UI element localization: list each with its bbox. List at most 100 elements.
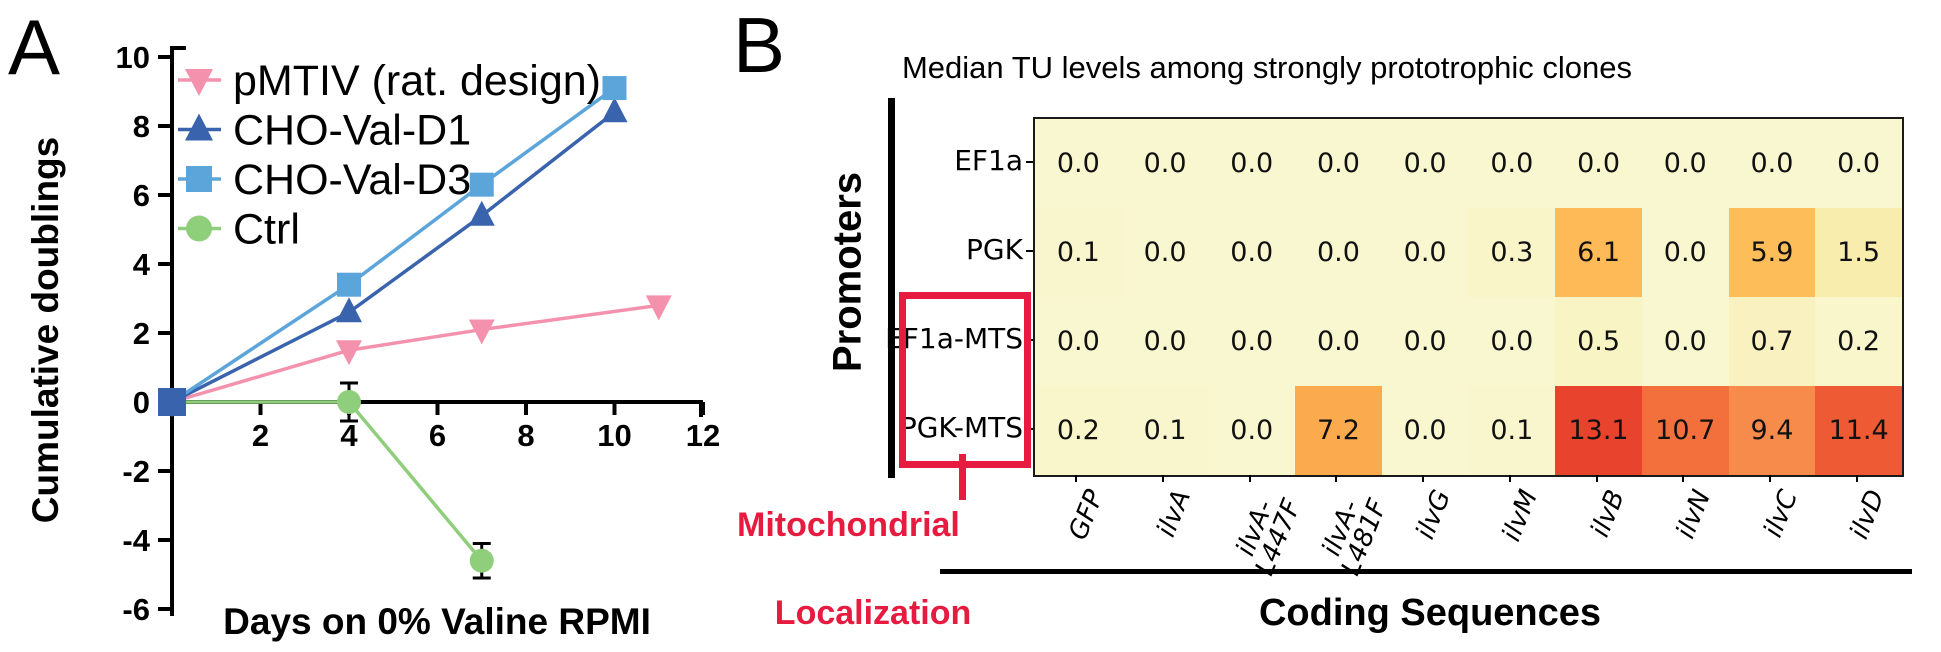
heatmap-cell: 0.0 (1121, 208, 1209, 297)
heatmap-column-tick (1768, 475, 1771, 482)
y-axis-tick-label: -6 (122, 592, 150, 627)
heatmap-cell: 0.0 (1208, 386, 1296, 475)
y-axis-tick-label: -2 (122, 454, 150, 489)
heatmap-cell: 0.5 (1555, 297, 1642, 386)
data-point-marker (337, 390, 361, 414)
heatmap-cell: 0.2 (1035, 386, 1122, 475)
heatmap-row-label: EF1a-MTS (885, 321, 1023, 355)
panel-b-label: B (733, 1, 786, 89)
heatmap-cell: 0.0 (1381, 297, 1469, 386)
data-point-marker (336, 297, 362, 323)
series-line (171, 86, 616, 404)
heatmap-row-tick (1026, 249, 1033, 252)
heatmap-cell: 6.1 (1555, 208, 1642, 297)
heatmap-grid: 0.0 0.0 0.0 0.0 0.0 0.0 0.0 0.0 0.0 0.0 0.1 0.0 0.0 0… (1033, 117, 1904, 477)
y-axis-tick-label: -4 (122, 523, 150, 558)
heatmap-column-label: ilvD (1844, 485, 1891, 544)
x-axis-tick-label: 6 (429, 418, 446, 453)
origin-marker (158, 388, 186, 416)
heatmap-column-tick (1162, 475, 1165, 482)
data-point-marker (468, 200, 495, 226)
y-axis-tick-label: 2 (133, 316, 150, 351)
heatmap-cell: 0.7 (1728, 297, 1816, 386)
legend-label: CHO-Val-D3 (233, 156, 471, 204)
heatmap-cell: 0.0 (1208, 119, 1296, 208)
x-axis-tick-label: 10 (597, 418, 631, 453)
heatmap-cell: 0.0 (1815, 119, 1902, 208)
y-axis-tick-label: 10 (116, 40, 150, 75)
x-axis-tick-label: 4 (340, 418, 358, 453)
x-axis-tick-label: 12 (686, 418, 720, 453)
y-axis-tick-label: 0 (133, 385, 150, 420)
x-axis-tick-label: 2 (252, 418, 269, 453)
heatmap-column-tick (1335, 475, 1338, 482)
heatmap-x-axis-label: Coding Sequences (1258, 592, 1602, 634)
heatmap-cell: 0.0 (1295, 297, 1382, 386)
heatmap-column-tick (1422, 475, 1425, 482)
legend-marker (185, 69, 213, 96)
y-axis-tick-label: 4 (133, 247, 151, 282)
heatmap-cell: 0.1 (1468, 386, 1556, 475)
heatmap-column-label: ilvC (1758, 485, 1804, 542)
heatmap-column-label: ilvA- L447F (1230, 495, 1307, 580)
heatmap-title: Median TU levels among strongly prototro… (901, 50, 1632, 85)
legend-marker (186, 215, 212, 242)
heatmap-cell: 13.1 (1555, 386, 1642, 475)
mitochondrial-annotation-connector (959, 454, 966, 500)
heatmap-column-label: ilvM (1496, 485, 1544, 546)
heatmap-cell: 0.0 (1641, 208, 1729, 297)
data-point-marker (469, 172, 494, 197)
legend-label: Ctrl (233, 206, 300, 254)
heatmap-cell: 0.0 (1468, 119, 1556, 208)
heatmap-cell: 11.4 (1815, 386, 1902, 475)
heatmap-cell: 0.0 (1468, 297, 1556, 386)
heatmap-cell: 10.7 (1641, 386, 1729, 475)
heatmap-cell: 0.3 (1468, 208, 1556, 297)
data-point-marker (469, 548, 494, 573)
x-axis-tick-label: 8 (517, 418, 534, 453)
heatmap-column-label: ilvN (1671, 485, 1718, 543)
heatmap-cell: 0.0 (1035, 119, 1122, 208)
heatmap-cell: 0.0 (1381, 386, 1469, 475)
heatmap-cell: 5.9 (1728, 208, 1816, 297)
mitochondrial-annotation: Mitochondrial Localization (737, 503, 971, 652)
heatmap-column-tick (1682, 475, 1685, 482)
series-line (171, 110, 616, 404)
heatmap-cell: 0.0 (1121, 297, 1209, 386)
heatmap-row-label: EF1a (954, 143, 1023, 177)
heatmap-cell: 0.0 (1208, 297, 1296, 386)
series-line (171, 303, 659, 404)
heatmap-column-label: ilvG (1410, 485, 1458, 544)
heatmap-column-label: ilvA (1151, 485, 1198, 542)
legend-marker (185, 113, 213, 141)
y-axis-tick-label: 8 (133, 109, 150, 144)
heatmap-column-tick (1595, 475, 1598, 482)
heatmap-cell: 0.2 (1815, 297, 1902, 386)
heatmap-cell: 0.0 (1381, 208, 1469, 297)
heatmap-cell: 0.0 (1641, 119, 1729, 208)
x-axis-title: Days on 0% Valine RPMI (223, 601, 651, 642)
data-point-marker (602, 76, 627, 101)
data-point-marker (336, 340, 362, 366)
data-point-marker (468, 319, 495, 345)
mitochondrial-annotation-line1: Mitochondrial (737, 506, 960, 544)
heatmap-cell: 9.4 (1728, 386, 1816, 475)
promoters-axis-line (888, 98, 895, 478)
heatmap-cell: 1.5 (1815, 208, 1902, 297)
heatmap-column-tick (1248, 475, 1251, 482)
heatmap-cell: 0.0 (1555, 119, 1642, 208)
data-point-marker (601, 97, 628, 123)
heatmap-cell: 0.0 (1295, 119, 1382, 208)
coding-sequences-axis-line (940, 569, 1912, 574)
heatmap-column-label: ilvA- L481F (1317, 495, 1394, 580)
y-axis-title: Cumulative doublings (25, 137, 66, 523)
heatmap-cell: 0.0 (1641, 297, 1729, 386)
legend-marker (186, 166, 212, 192)
heatmap-cell: 0.0 (1295, 208, 1382, 297)
mitochondrial-rows-highlight-box (899, 292, 1031, 468)
heatmap-column-label: GFP (1063, 485, 1111, 545)
heatmap-cell: 0.0 (1728, 119, 1816, 208)
data-point-marker (337, 272, 361, 297)
heatmap-cell: 0.1 (1035, 208, 1122, 297)
